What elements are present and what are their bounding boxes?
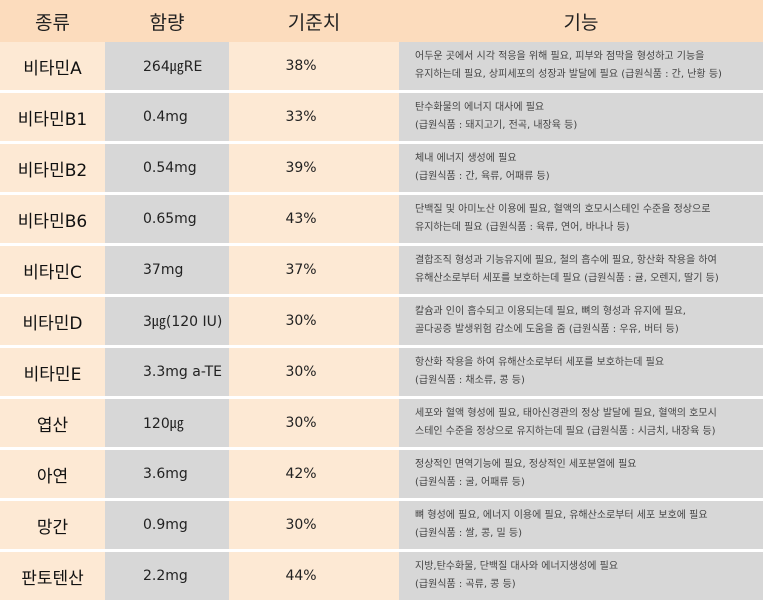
header-amount: 함량 bbox=[105, 0, 229, 42]
nutrient-reference: 30% bbox=[229, 297, 399, 348]
nutrient-function: 칼슘과 인이 흡수되고 이용되는데 필요, 뼈의 형성과 유지에 필요, 골다공… bbox=[399, 297, 763, 348]
function-line: 결합조직 형성과 기능유지에 필요, 철의 흡수에 필요, 항산화 작용을 하여 bbox=[415, 255, 717, 266]
nutrient-reference: 39% bbox=[229, 144, 399, 195]
nutrient-name: 비타민E bbox=[0, 348, 105, 399]
nutrient-reference: 30% bbox=[229, 348, 399, 399]
nutrient-name: 아연 bbox=[0, 450, 105, 501]
nutrient-name: 비타민D bbox=[0, 297, 105, 348]
nutrient-name: 엽산 bbox=[0, 399, 105, 450]
nutrient-function: 탄수화물의 에너지 대사에 필요 (급원식품 : 돼지고기, 전곡, 내장육 등… bbox=[399, 93, 763, 144]
nutrient-name: 비타민B1 bbox=[0, 93, 105, 144]
nutrient-amount: 120㎍ bbox=[105, 399, 229, 450]
nutrient-reference: 37% bbox=[229, 246, 399, 297]
nutrient-reference: 33% bbox=[229, 93, 399, 144]
nutrient-amount: 2.2mg bbox=[105, 552, 229, 603]
function-line: 체내 에너지 생성에 필요 bbox=[415, 153, 517, 164]
nutrient-amount: 0.65mg bbox=[105, 195, 229, 246]
nutrient-amount: 0.54mg bbox=[105, 144, 229, 195]
nutrient-function: 어두운 곳에서 시각 적응을 위해 필요, 피부와 점막을 형성하고 기능을 유… bbox=[399, 42, 763, 93]
nutrient-function: 뼈 형성에 필요, 에너지 이용에 필요, 유해산소로부터 세포 보호에 필요 … bbox=[399, 501, 763, 552]
function-line: 칼슘과 인이 흡수되고 이용되는데 필요, 뼈의 형성과 유지에 필요, bbox=[415, 306, 686, 317]
nutrient-function: 세포와 혈액 형성에 필요, 태아신경관의 정상 발달에 필요, 혈액의 호모시… bbox=[399, 399, 763, 450]
nutrient-function: 단백질 및 아미노산 이용에 필요, 혈액의 호모시스테인 수준을 정상으로 유… bbox=[399, 195, 763, 246]
nutrient-name: 비타민B6 bbox=[0, 195, 105, 246]
nutrient-name: 비타민A bbox=[0, 42, 105, 93]
nutrient-reference: 44% bbox=[229, 552, 399, 603]
function-line: (급원식품 : 곡류, 콩 등) bbox=[415, 579, 516, 590]
nutrient-function: 결합조직 형성과 기능유지에 필요, 철의 흡수에 필요, 항산화 작용을 하여… bbox=[399, 246, 763, 297]
nutrient-function: 항산화 작용을 하여 유해산소로부터 세포를 보호하는데 필요 (급원식품 : … bbox=[399, 348, 763, 399]
nutrient-reference: 38% bbox=[229, 42, 399, 93]
nutrient-amount: 0.9mg bbox=[105, 501, 229, 552]
function-line: 탄수화물의 에너지 대사에 필요 bbox=[415, 102, 545, 113]
function-line: (급원식품 : 돼지고기, 전곡, 내장육 등) bbox=[415, 120, 578, 131]
function-line: 정상적인 면역기능에 필요, 정상적인 세포분열에 필요 bbox=[415, 459, 637, 470]
nutrient-reference: 30% bbox=[229, 501, 399, 552]
function-line: 단백질 및 아미노산 이용에 필요, 혈액의 호모시스테인 수준을 정상으로 bbox=[415, 204, 711, 215]
nutrient-function: 체내 에너지 생성에 필요 (급원식품 : 간, 육류, 어패류 등) bbox=[399, 144, 763, 195]
function-line: 어두운 곳에서 시각 적응을 위해 필요, 피부와 점막을 형성하고 기능을 bbox=[415, 51, 705, 62]
nutrient-function: 지방,탄수화물, 단백질 대사와 에너지생성에 필요 (급원식품 : 곡류, 콩… bbox=[399, 552, 763, 603]
header-kind: 종류 bbox=[0, 0, 105, 42]
nutrient-name: 망간 bbox=[0, 501, 105, 552]
function-line: 유지하는데 필요, 상피세포의 성장과 발달에 필요 (급원식품 : 간, 난황… bbox=[415, 69, 722, 80]
function-line: 뼈 형성에 필요, 에너지 이용에 필요, 유해산소로부터 세포 보호에 필요 bbox=[415, 510, 708, 521]
nutrient-name: 비타민C bbox=[0, 246, 105, 297]
nutrient-reference: 42% bbox=[229, 450, 399, 501]
function-line: 세포와 혈액 형성에 필요, 태아신경관의 정상 발달에 필요, 혈액의 호모시 bbox=[415, 408, 717, 419]
nutrient-reference: 30% bbox=[229, 399, 399, 450]
nutrient-amount: 0.4mg bbox=[105, 93, 229, 144]
function-line: 유지하는데 필요 (급원식품 : 육류, 연어, 바나나 등) bbox=[415, 222, 630, 233]
nutrient-reference: 43% bbox=[229, 195, 399, 246]
nutrient-amount: 264㎍RE bbox=[105, 42, 229, 93]
function-line: 지방,탄수화물, 단백질 대사와 에너지생성에 필요 bbox=[415, 561, 619, 572]
nutrient-function: 정상적인 면역기능에 필요, 정상적인 세포분열에 필요 (급원식품 : 굴, … bbox=[399, 450, 763, 501]
nutrient-name: 판토텐산 bbox=[0, 552, 105, 603]
nutrient-amount: 37mg bbox=[105, 246, 229, 297]
header-function: 기능 bbox=[399, 0, 763, 42]
function-line: (급원식품 : 굴, 어패류 등) bbox=[415, 477, 525, 488]
function-line: 골다공증 발생위험 감소에 도움을 줌 (급원식품 : 우유, 버터 등) bbox=[415, 324, 679, 335]
nutrient-amount: 3.6mg bbox=[105, 450, 229, 501]
nutrient-amount: 3㎍(120 IU) bbox=[105, 297, 229, 348]
function-line: 유해산소로부터 세포를 보호하는데 필요 (급원식품 : 귤, 오렌지, 딸기 … bbox=[415, 273, 719, 284]
nutrient-amount: 3.3mg a-TE bbox=[105, 348, 229, 399]
function-line: 스테인 수준을 정상으로 유지하는데 필요 (급원식품 : 시금치, 내장육 등… bbox=[415, 426, 716, 437]
function-line: (급원식품 : 채소류, 콩 등) bbox=[415, 375, 525, 386]
function-line: 항산화 작용을 하여 유해산소로부터 세포를 보호하는데 필요 bbox=[415, 357, 665, 368]
header-reference: 기준치 bbox=[229, 0, 399, 42]
function-line: (급원식품 : 간, 육류, 어패류 등) bbox=[415, 171, 550, 182]
nutrient-name: 비타민B2 bbox=[0, 144, 105, 195]
function-line: (급원식품 : 쌀, 콩, 밀 등) bbox=[415, 528, 523, 539]
